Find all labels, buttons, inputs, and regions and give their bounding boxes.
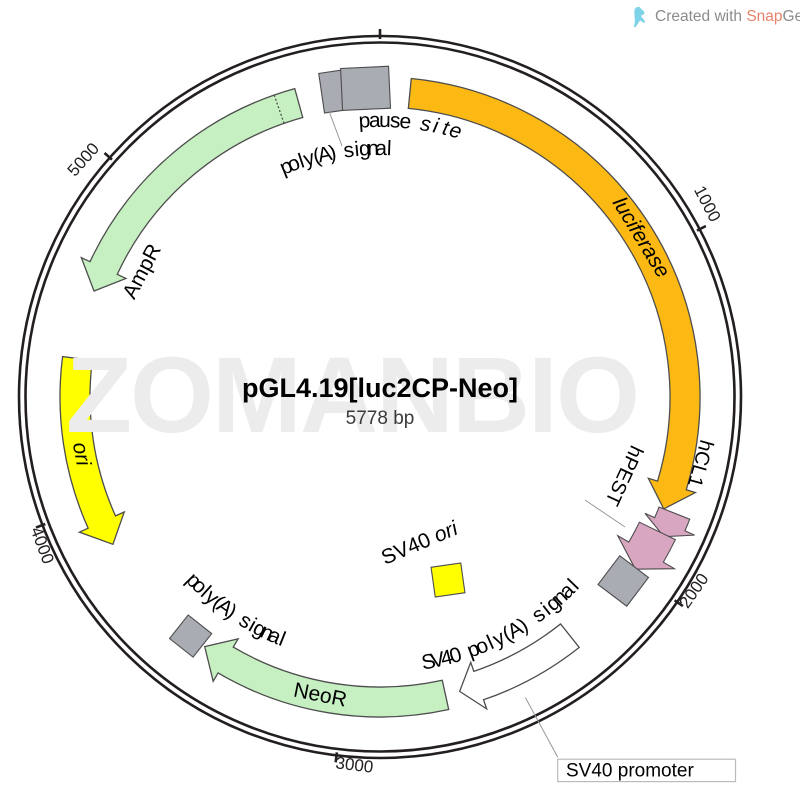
svg-text:pGL4.19[luc2CP-Neo]: pGL4.19[luc2CP-Neo] <box>242 373 518 403</box>
svg-text:4000: 4000 <box>27 524 58 566</box>
svg-text:5778 bp: 5778 bp <box>346 408 415 429</box>
svg-text:SV40 ori: SV40 ori <box>378 516 462 569</box>
svg-text:2000: 2000 <box>675 570 712 612</box>
svg-text:3000: 3000 <box>334 753 374 776</box>
svg-text:e: e <box>398 110 412 134</box>
svg-text:a: a <box>375 137 387 160</box>
svg-text:SV40 promoter: SV40 promoter <box>566 761 694 782</box>
svg-text:i: i <box>431 114 442 138</box>
svg-text:l: l <box>386 137 392 160</box>
svg-text:Created with SnapGene®: Created with SnapGene® <box>655 8 800 25</box>
